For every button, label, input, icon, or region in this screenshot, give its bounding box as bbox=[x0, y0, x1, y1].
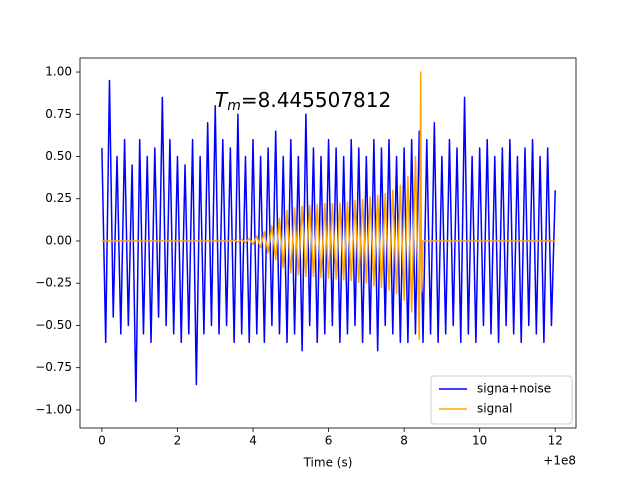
x-tick-label: 10 bbox=[472, 434, 487, 448]
y-tick-label: 0.75 bbox=[45, 107, 72, 121]
legend-label: signa+noise bbox=[477, 382, 551, 396]
annotation-subscript: m bbox=[227, 98, 241, 114]
series-line bbox=[101, 71, 556, 340]
annotation: Tm=8.445507812 bbox=[215, 88, 391, 115]
y-tick-label: −0.75 bbox=[35, 360, 72, 374]
y-tick-label: −1.00 bbox=[35, 402, 72, 416]
legend-label: signal bbox=[477, 402, 513, 416]
x-tick-label: 2 bbox=[174, 434, 182, 448]
y-tick-label: 0.00 bbox=[45, 233, 72, 247]
x-axis-label: Time (s) bbox=[303, 456, 353, 470]
x-tick-label: 12 bbox=[548, 434, 563, 448]
x-tick-label: 8 bbox=[400, 434, 408, 448]
x-tick-label: 6 bbox=[325, 434, 333, 448]
y-tick-label: 1.00 bbox=[45, 65, 72, 79]
y-tick-label: 0.25 bbox=[45, 191, 72, 205]
series-line bbox=[101, 79, 556, 403]
annotation-text: =8.445507812 bbox=[241, 88, 391, 112]
y-tick-label: −0.25 bbox=[35, 276, 72, 290]
y-tick-label: −0.50 bbox=[35, 318, 72, 332]
x-tick-label: 4 bbox=[249, 434, 257, 448]
plot-frame bbox=[79, 57, 577, 429]
x-offset-label: +1e8 bbox=[543, 454, 576, 468]
legend-box bbox=[430, 375, 573, 425]
y-tick-label: 0.50 bbox=[45, 149, 72, 163]
annotation-symbol: T bbox=[215, 88, 229, 112]
x-tick-label: 0 bbox=[98, 434, 106, 448]
